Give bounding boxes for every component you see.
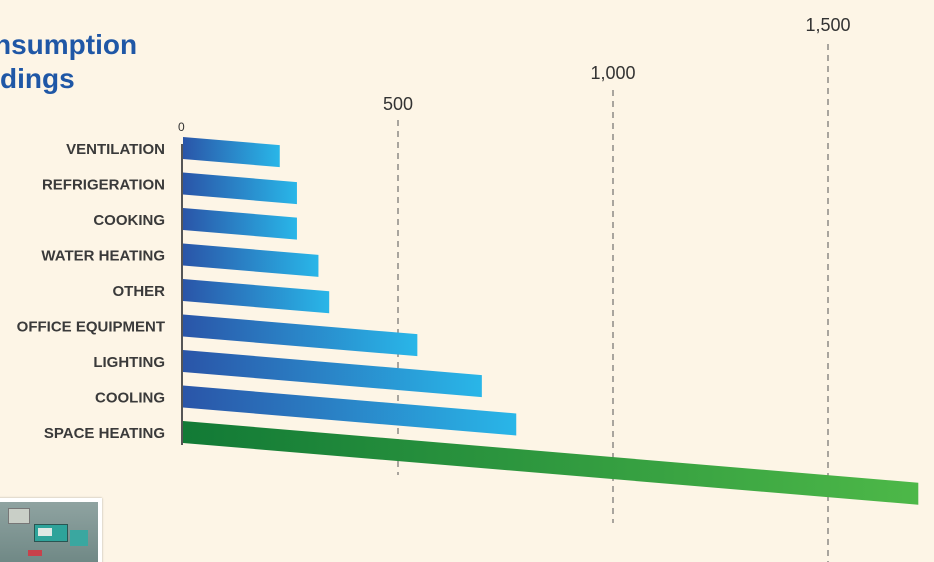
category-label: VENTILATION — [66, 141, 165, 158]
bar-other — [183, 279, 330, 314]
bar-cooking — [183, 208, 297, 240]
category-label: WATER HEATING — [41, 248, 165, 265]
chart-title-line-2: dings — [0, 63, 75, 94]
bar-water-heating — [183, 243, 319, 277]
bar-lighting — [183, 350, 482, 398]
category-label: OFFICE EQUIPMENT — [17, 319, 165, 336]
category-label: COOLING — [95, 390, 165, 407]
x-tick-label: 1,500 — [805, 15, 850, 35]
bar-refrigeration — [183, 172, 297, 205]
x-tick-label: 0 — [178, 120, 185, 134]
category-label: OTHER — [113, 283, 166, 300]
equipment-photo — [0, 498, 102, 562]
chart-title-line-1: nsumption — [0, 29, 138, 60]
category-label: LIGHTING — [93, 354, 165, 371]
category-label: SPACE HEATING — [44, 425, 165, 442]
category-label: COOKING — [93, 212, 165, 229]
x-tick-label: 500 — [383, 94, 413, 114]
bar-space-heating — [183, 421, 919, 505]
bar-ventilation — [183, 137, 280, 168]
bar-office-equipment — [183, 314, 418, 357]
category-label: REFRIGERATION — [42, 177, 165, 194]
bar-cooling — [183, 385, 517, 436]
x-tick-label: 1,000 — [590, 63, 635, 83]
